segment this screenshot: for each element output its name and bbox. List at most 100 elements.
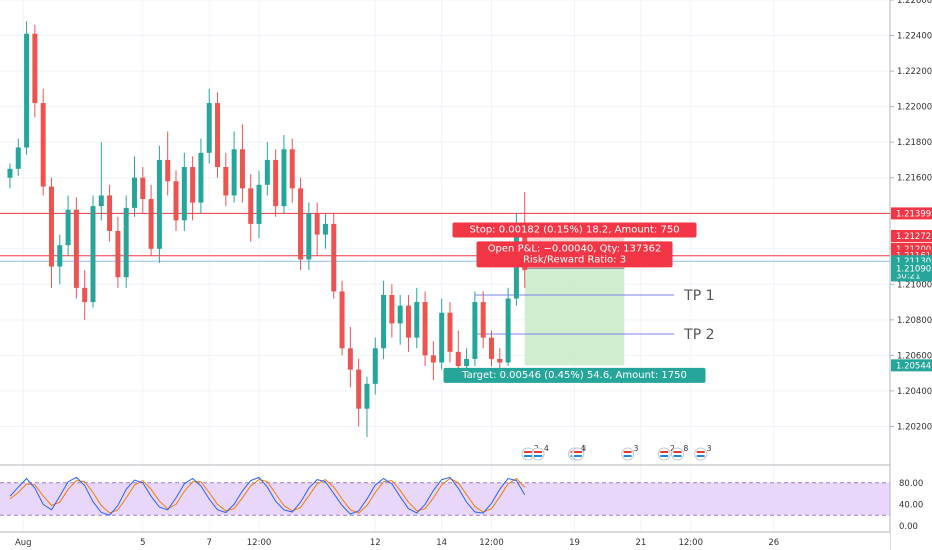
candle-body bbox=[339, 291, 345, 349]
pnl-label-bg bbox=[476, 241, 673, 268]
candle-body bbox=[256, 184, 262, 224]
price-tag-bg bbox=[891, 359, 932, 372]
candle-body bbox=[422, 302, 428, 356]
candle bbox=[281, 135, 287, 214]
price-tag[interactable]: 1.21399 bbox=[891, 207, 932, 220]
stop-label-bg bbox=[452, 222, 697, 238]
event-marker[interactable]: 8 bbox=[670, 444, 688, 461]
candle bbox=[331, 213, 337, 299]
price-tag[interactable]: 1.20544 bbox=[891, 359, 932, 372]
candle-body bbox=[231, 149, 237, 196]
candle bbox=[381, 280, 387, 359]
candle bbox=[107, 184, 113, 242]
candle bbox=[439, 298, 445, 370]
price-tag-text: 1.20544 bbox=[896, 361, 931, 371]
pnl-label-text: Risk/Reward Ratio: 3 bbox=[523, 254, 626, 265]
candle-body bbox=[447, 312, 453, 352]
price-tick-label: 1.20600 bbox=[897, 351, 932, 361]
economic-events[interactable]: 244i3283 bbox=[521, 444, 712, 461]
price-axis[interactable]: 1.22600 1.22400 1.22200 1.22000 1.21800 1.216… bbox=[889, 0, 932, 550]
time-tick-label: 12 bbox=[370, 538, 381, 548]
candle-body bbox=[57, 245, 63, 267]
candle-body bbox=[206, 103, 212, 153]
candle-body bbox=[455, 351, 461, 367]
flag-icon-stripe bbox=[524, 451, 533, 453]
candle bbox=[372, 337, 378, 395]
price-tick-label: 1.22200 bbox=[897, 67, 932, 77]
event-marker[interactable]: 4 bbox=[531, 444, 549, 461]
flag-icon bbox=[531, 447, 545, 461]
price-tag-bg bbox=[891, 229, 932, 242]
time-axis[interactable]: Aug 5 7 12:00 12 14 12:00 19 21 12:00 26 bbox=[0, 531, 890, 550]
target-label-bg bbox=[443, 367, 706, 383]
candle bbox=[148, 184, 154, 256]
candle bbox=[215, 92, 221, 178]
candle-body bbox=[464, 358, 470, 367]
event-marker[interactable]: i bbox=[571, 444, 586, 461]
candle bbox=[198, 138, 204, 214]
horizontal-levels bbox=[0, 212, 890, 262]
candle bbox=[73, 197, 79, 299]
candle-body bbox=[480, 302, 486, 338]
event-marker[interactable]: 3 bbox=[621, 444, 639, 461]
candle bbox=[322, 213, 328, 249]
candle-body bbox=[107, 195, 113, 231]
candle bbox=[239, 124, 245, 203]
price-tag-text: 30:21 bbox=[896, 271, 921, 281]
price-tag-text: 1.21272 bbox=[896, 232, 931, 242]
candle-body bbox=[289, 149, 295, 189]
flag-icon-stripe bbox=[623, 451, 632, 453]
candle bbox=[347, 326, 353, 388]
candle bbox=[65, 195, 71, 256]
candle-body bbox=[306, 213, 312, 260]
target-zone[interactable] bbox=[524, 268, 625, 366]
oscillator-k-line bbox=[9, 476, 526, 516]
flag-icon-stripe bbox=[660, 451, 669, 453]
flag-icon-stripe bbox=[524, 455, 533, 457]
event-count: 3 bbox=[707, 444, 712, 453]
candle-body bbox=[331, 223, 337, 292]
candle-body bbox=[115, 231, 121, 278]
candle-body bbox=[181, 167, 187, 221]
candle-body bbox=[397, 305, 403, 324]
flag-icon-stripe bbox=[533, 451, 542, 453]
candle bbox=[173, 170, 179, 231]
event-marker[interactable]: 3 bbox=[694, 444, 712, 461]
time-tick-label: 12:00 bbox=[678, 538, 703, 548]
candle-body bbox=[239, 149, 245, 189]
candle bbox=[32, 24, 38, 118]
candle bbox=[132, 156, 137, 217]
candle bbox=[98, 142, 104, 221]
tp-label: TP 2 bbox=[683, 327, 714, 343]
flag-icon bbox=[694, 447, 708, 461]
candle bbox=[15, 138, 21, 176]
event-count: 2 bbox=[670, 444, 675, 453]
target-label: Target: 0.00546 (0.45%) 54.6, Amount: 17… bbox=[443, 367, 706, 383]
candle-body bbox=[497, 358, 503, 363]
candle bbox=[356, 358, 362, 427]
candle bbox=[140, 167, 146, 214]
candle-body bbox=[381, 294, 387, 349]
candle-body bbox=[15, 147, 21, 169]
candle-body bbox=[123, 207, 129, 278]
time-tick-label: 21 bbox=[636, 538, 647, 548]
price-tag[interactable]: 1.21272 bbox=[891, 229, 932, 242]
candles bbox=[7, 21, 528, 438]
event-marker[interactable]: 2 bbox=[657, 444, 675, 461]
event-count: 4 bbox=[581, 444, 586, 453]
price-tag[interactable]: 1.21090 bbox=[891, 262, 932, 275]
price-tick-label: 1.21600 bbox=[897, 174, 932, 184]
candle-body bbox=[439, 312, 445, 363]
candle-body bbox=[264, 159, 270, 185]
candle-body bbox=[505, 298, 511, 363]
flag-icon-stripe bbox=[533, 455, 542, 457]
event-count: 8 bbox=[683, 444, 688, 453]
price-tag-text: 1.21399 bbox=[896, 209, 931, 219]
time-tick-label: Aug bbox=[15, 538, 32, 548]
candle-body bbox=[98, 195, 104, 207]
time-tick-label: 7 bbox=[207, 538, 212, 548]
candle bbox=[115, 216, 121, 288]
candle-body bbox=[389, 294, 395, 324]
